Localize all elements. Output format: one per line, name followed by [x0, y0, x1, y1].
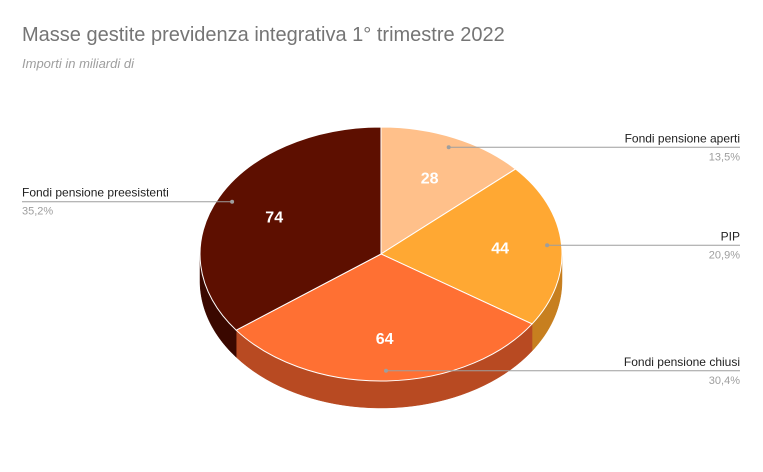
- pie-slice-2: [235, 253, 533, 382]
- slice-callout: PIP 20,9%: [545, 229, 740, 261]
- chart-title: Masse gestite previdenza integrativa 1° …: [22, 24, 505, 46]
- slice-name-label: Fondi pensione preesistenti: [22, 186, 169, 200]
- slice-value-label: 64: [376, 331, 394, 348]
- slice-callout: Fondi pensione preesistenti 35,2%: [22, 186, 235, 218]
- slice-percent-label: 20,9%: [709, 249, 740, 261]
- slice-percent-label: 13,5%: [709, 151, 740, 163]
- slice-value-label: 74: [265, 210, 283, 227]
- slice-callout: Fondi pensione aperti 13,5%: [446, 131, 740, 163]
- slice-percent-label: 35,2%: [22, 206, 53, 218]
- pie-slice-0: [380, 126, 517, 255]
- slice-name-label: PIP: [721, 229, 740, 243]
- slice-percent-label: 30,4%: [709, 375, 740, 387]
- pie-slice-3: [199, 126, 382, 331]
- slice-value-label: 44: [491, 241, 509, 258]
- chart-subtitle: Importi in miliardi di: [22, 56, 134, 71]
- slice-name-label: Fondi pensione aperti: [625, 131, 740, 145]
- pie-slices: [199, 126, 563, 382]
- slice-callout: Fondi pensione chiusi 30,4%: [384, 355, 740, 387]
- slice-name-label: Fondi pensione chiusi: [624, 355, 740, 369]
- slice-value-label: 28: [421, 170, 439, 187]
- pie-slice-1: [379, 168, 563, 325]
